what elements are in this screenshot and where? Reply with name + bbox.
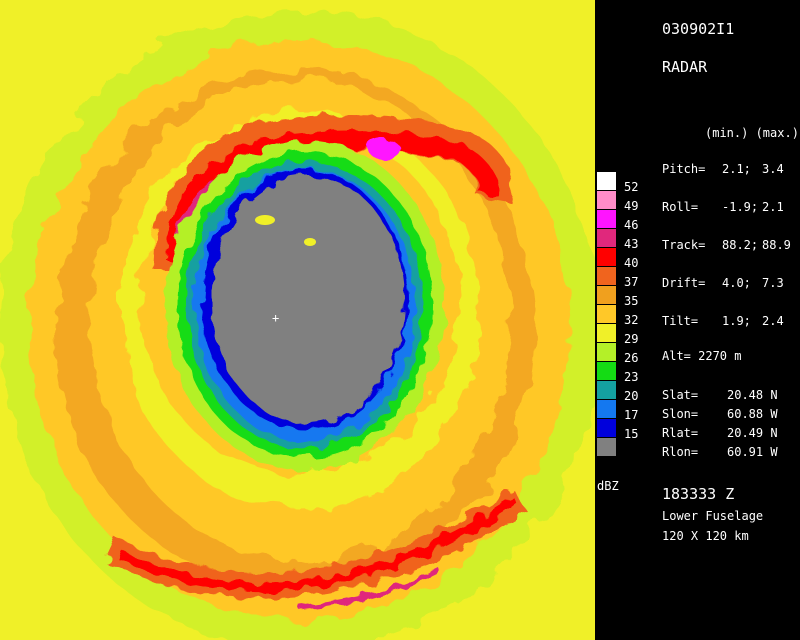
legend-swatch (597, 438, 616, 456)
legend-label: 26 (624, 351, 639, 365)
parameter-label: Tilt= (662, 314, 699, 328)
legend-label: 29 (624, 332, 639, 346)
legend-label: 17 (624, 408, 639, 422)
legend-label: 43 (624, 237, 639, 251)
antenna-label: Lower Fuselage (662, 509, 764, 523)
parameter-min: 4.0; (722, 276, 751, 290)
parameter-row: Drift= 4.0; 7.3 (662, 276, 784, 290)
legend-label: 23 (624, 370, 639, 384)
coordinate-row: Rlat= 20.49 N (662, 426, 778, 440)
coordinate-value: 20.49 N (727, 426, 778, 440)
coordinate-label: Rlat= (662, 426, 699, 440)
coordinate-label: Rlon= (662, 445, 699, 459)
legend-swatch (597, 172, 616, 190)
legend-swatch (597, 267, 616, 285)
radar-reflectivity-image: + (0, 0, 595, 640)
parameter-max: 7.3 (762, 276, 784, 290)
legend-label: 20 (624, 389, 639, 403)
timestamp: 183333 Z (662, 485, 735, 503)
legend-label: 32 (624, 313, 639, 327)
legend-swatch (597, 210, 616, 228)
coordinate-value: 60.88 W (727, 407, 778, 421)
legend-swatch (597, 191, 616, 209)
range-label: 120 X 120 km (662, 529, 749, 543)
parameter-row: Roll= -1.9; 2.1 (662, 200, 784, 214)
parameter-min: 88.2; (722, 238, 759, 252)
parameter-row: Track= 88.2; 88.9 (662, 238, 791, 252)
legend-label: 40 (624, 256, 639, 270)
coordinate-value: 60.91 W (727, 445, 778, 459)
legend-label: 49 (624, 199, 639, 213)
parameter-label: Pitch= (662, 162, 706, 176)
parameter-max: 2.1 (762, 200, 784, 214)
legend-swatch (597, 343, 616, 361)
flight-id: 030902I1 (662, 20, 735, 38)
legend-label: 35 (624, 294, 639, 308)
parameter-max: 2.4 (762, 314, 784, 328)
legend-swatch (597, 248, 616, 266)
minmax-header: (min.) (max.) (705, 126, 799, 140)
product-title: RADAR (662, 58, 708, 76)
legend-swatch (597, 362, 616, 380)
parameter-min: 2.1; (722, 162, 751, 176)
parameter-row: Tilt= 1.9; 2.4 (662, 314, 784, 328)
legend-swatch (597, 381, 616, 399)
coordinate-row: Rlon= 60.91 W (662, 445, 778, 459)
parameter-label: Track= (662, 238, 706, 252)
legend-label: 52 (624, 180, 639, 194)
legend-label: 37 (624, 275, 639, 289)
altitude: Alt= 2270 m (662, 349, 742, 363)
legend-swatch (597, 419, 616, 437)
legend-swatch (597, 305, 616, 323)
coordinate-label: Slon= (662, 407, 699, 421)
legend-swatch (597, 286, 616, 304)
svg-text:+: + (272, 311, 279, 325)
parameter-min: 1.9; (722, 314, 751, 328)
parameter-label: Drift= (662, 276, 706, 290)
legend-unit: dBZ (597, 479, 619, 493)
coordinate-value: 20.48 N (727, 388, 778, 402)
legend-label: 46 (624, 218, 639, 232)
parameter-max: 3.4 (762, 162, 784, 176)
legend-label: 15 (624, 427, 639, 441)
parameter-max: 88.9 (762, 238, 791, 252)
coordinate-row: Slon= 60.88 W (662, 407, 778, 421)
coordinate-row: Slat= 20.48 N (662, 388, 778, 402)
parameter-label: Roll= (662, 200, 699, 214)
legend-swatch (597, 229, 616, 247)
coordinate-label: Slat= (662, 388, 699, 402)
parameter-min: -1.9; (722, 200, 759, 214)
legend-swatch (597, 400, 616, 418)
parameter-row: Pitch= 2.1; 3.4 (662, 162, 784, 176)
legend-swatch (597, 324, 616, 342)
